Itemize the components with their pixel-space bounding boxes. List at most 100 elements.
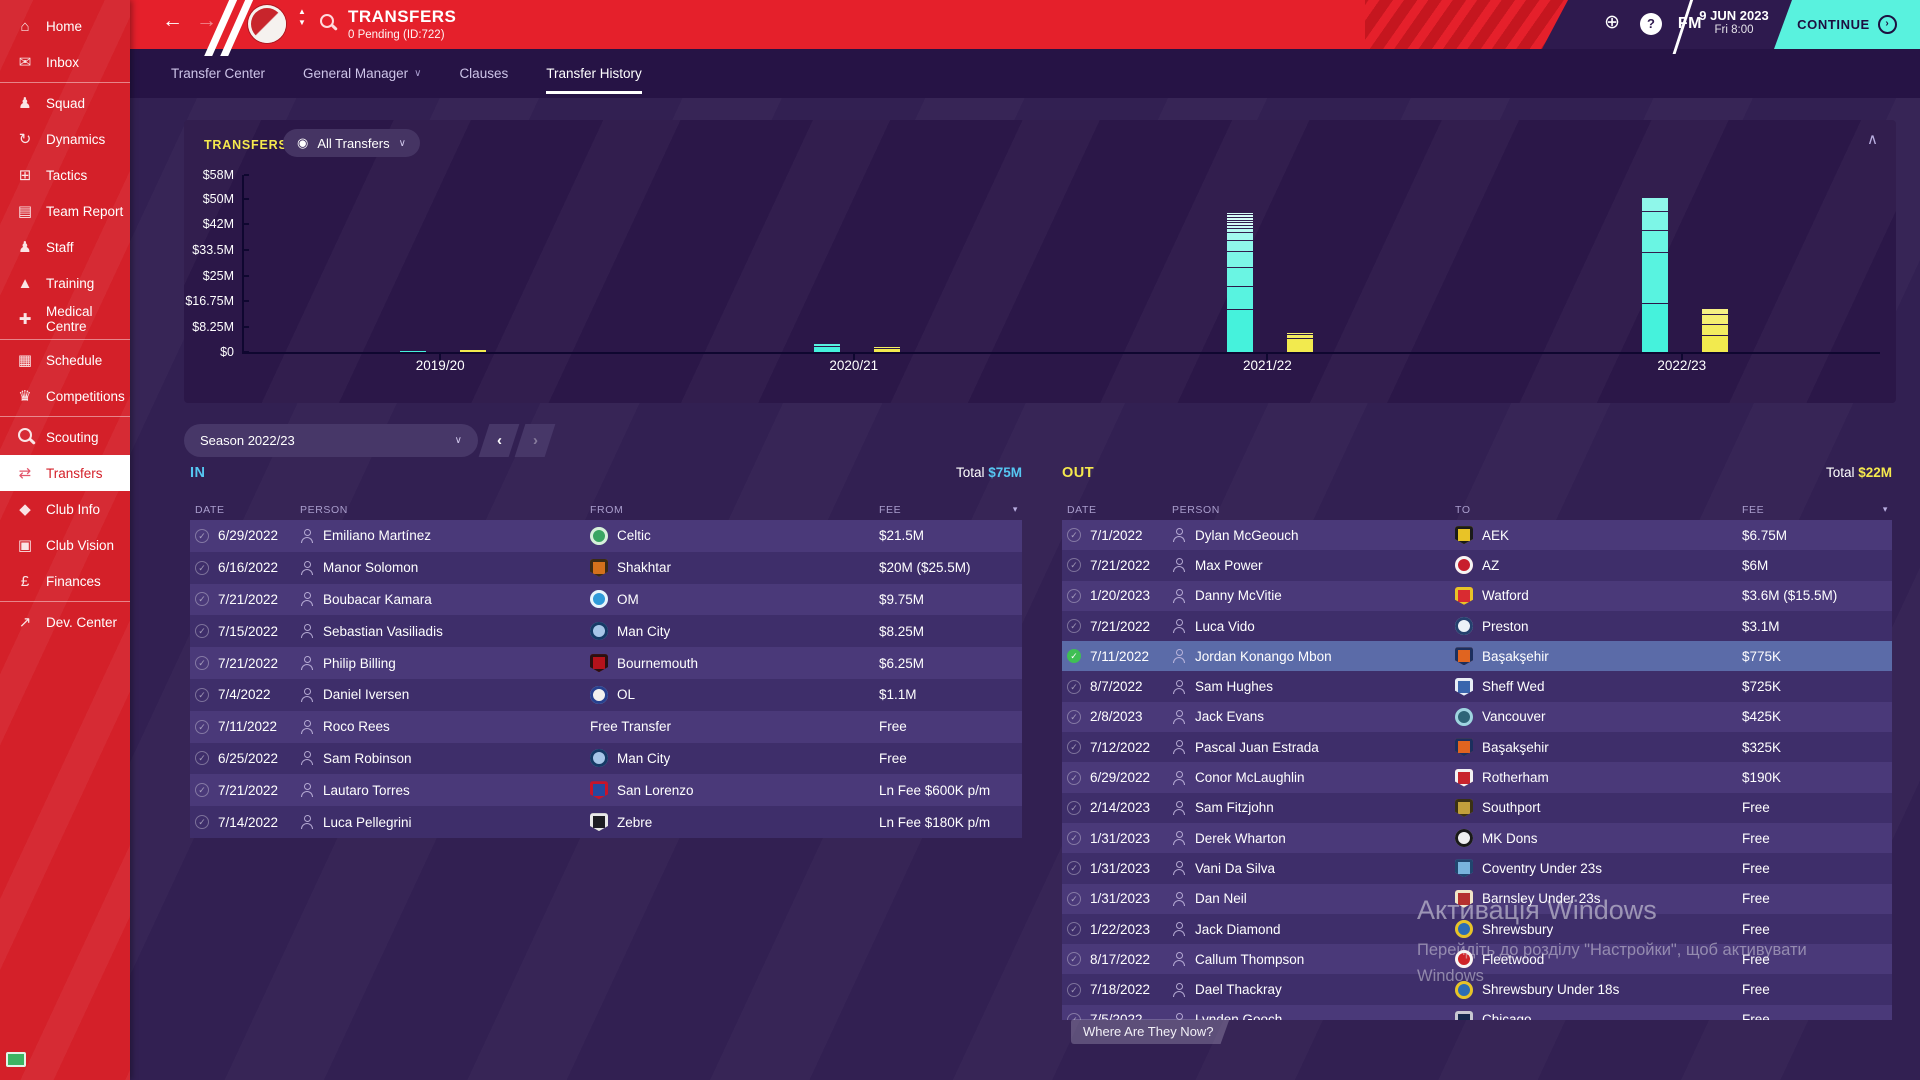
table-row[interactable]: ✓ 7/15/2022 Sebastian Vasiliadis Man City $8… (190, 615, 1022, 648)
sidebar-item-schedule[interactable]: ▦ Schedule (0, 342, 130, 378)
table-row[interactable]: ✓ 6/25/2022 Sam Robinson Man City Free (190, 742, 1022, 775)
sidebar-item-tactics[interactable]: ⊞ Tactics (0, 157, 130, 193)
sidebar-item-staff[interactable]: ♟ Staff (0, 229, 130, 265)
transfer-date: 2/14/2023 (1090, 800, 1151, 816)
club-crest-icon[interactable] (248, 5, 286, 43)
table-row[interactable]: ✓ 7/21/2022 Luca Vido Preston $3.1M (1062, 610, 1892, 642)
out-col-to[interactable]: TO (1455, 504, 1471, 516)
sidebar-item-competitions[interactable]: ♛ Competitions (0, 378, 130, 414)
out-col-fee[interactable]: FEE (1742, 504, 1765, 516)
table-row[interactable]: ✓ 2/14/2023 Sam Fitzjohn Southport Free (1062, 792, 1892, 823)
search-icon[interactable] (320, 14, 334, 33)
in-col-date[interactable]: DATE (195, 504, 225, 516)
sidebar-divider (0, 339, 130, 340)
in-col-from[interactable]: FROM (590, 504, 624, 516)
table-row[interactable]: ✓ 2/8/2023 Jack Evans Vancouver $425K (1062, 701, 1892, 733)
sidebar-item-medical-centre[interactable]: ✚ Medical Centre (0, 301, 130, 337)
cell-club: Rotherham (1455, 768, 1742, 787)
table-row[interactable]: ✓ 7/18/2022 Dael Thackray Shrewsbury Under … (1062, 974, 1892, 1005)
table-row[interactable]: ✓ 1/22/2023 Jack Diamond Shrewsbury Free (1062, 913, 1892, 945)
forward-arrow-icon[interactable]: → (196, 9, 217, 32)
table-row[interactable]: ✓ 7/4/2022 Daniel Iversen OL $1.1M (190, 678, 1022, 711)
game-date-box[interactable]: 9 JUN 2023 Fri 8:00 (1680, 0, 1788, 49)
person-name: Manor Solomon (323, 560, 419, 576)
sidebar-item-training[interactable]: ▲ Training (0, 265, 130, 301)
table-row[interactable]: ✓ 7/21/2022 Boubacar Kamara OM $9.75M (190, 583, 1022, 616)
x-axis-tick (439, 352, 442, 360)
table-row[interactable]: ✓ 1/20/2023 Danny McVitie Watford $3.6M ($15… (1062, 580, 1892, 611)
table-row[interactable]: ✓ 7/21/2022 Philip Billing Bournemouth $6.25… (190, 647, 1022, 679)
table-row[interactable]: ✓ 7/12/2022 Pascal Juan Estrada Başakşehir $… (1062, 732, 1892, 763)
cell-date: ✓ 8/17/2022 (1062, 952, 1172, 967)
table-row[interactable]: ✓ 7/14/2022 Luca Pellegrini Zebre Ln Fee $18… (190, 806, 1022, 838)
table-row[interactable]: ✓ 6/29/2022 Conor McLaughlin Rotherham $190K (1062, 762, 1892, 793)
cell-club: Bournemouth (590, 654, 879, 673)
bar-segment (1227, 215, 1254, 217)
sidebar-item-scouting[interactable]: Scouting (0, 419, 130, 455)
tab-transfer-center[interactable]: Transfer Center (171, 49, 265, 98)
club-badge-icon (590, 590, 608, 609)
filter-caret-icon[interactable]: ▾ (1882, 504, 1888, 514)
table-row[interactable]: ✓ 1/31/2023 Derek Wharton MK Dons Free (1062, 822, 1892, 854)
sidebar-item-home[interactable]: ⌂ Home (0, 8, 130, 44)
tab-transfer-history[interactable]: Transfer History (546, 49, 642, 98)
person-name: Luca Pellegrini (323, 814, 412, 830)
tab-clauses[interactable]: Clauses (459, 49, 508, 98)
cell-person: Vani Da Silva (1172, 861, 1455, 876)
sidebar-item-squad[interactable]: ♟ Squad (0, 85, 130, 121)
tab-label: Transfer Center (171, 66, 266, 81)
collapse-panel-chevron-icon[interactable]: ∧ (1867, 131, 1878, 148)
table-row[interactable]: ✓ 6/29/2022 Emiliano Martínez Celtic $21.5M (190, 520, 1022, 552)
season-dropdown[interactable]: Season 2022/23 ∨ (184, 424, 478, 457)
table-row[interactable]: ✓ 7/11/2022 Jordan Konango Mbon Başakşehir $… (1062, 641, 1892, 672)
help-icon[interactable]: ? (1640, 13, 1662, 35)
transfer-date: 7/4/2022 (218, 687, 271, 703)
sidebar-item-club-info[interactable]: ◆ Club Info (0, 491, 130, 527)
in-col-person[interactable]: PERSON (300, 504, 348, 516)
sidebar-item-team-report[interactable]: ▤ Team Report (0, 193, 130, 229)
back-arrow-icon[interactable]: ← (162, 9, 183, 32)
game-date: 9 JUN 2023 (1699, 8, 1769, 23)
cell-person: Jordan Konango Mbon (1172, 649, 1455, 664)
table-row[interactable]: ✓ 1/31/2023 Vani Da Silva Coventry Under 23… (1062, 853, 1892, 884)
club-switcher-chevrons-icon[interactable]: ▲ ▼ (298, 7, 306, 27)
out-title: OUT (1062, 465, 1095, 481)
previous-season-button[interactable]: ‹ (478, 424, 520, 457)
where-are-they-now-button[interactable]: Where Are They Now? (1071, 1019, 1230, 1044)
table-row[interactable]: ✓ 6/16/2022 Manor Solomon Shakhtar $20M ($25… (190, 551, 1022, 584)
world-globe-icon[interactable]: ⊕ (1604, 12, 1620, 33)
cell-fee: $325K (1742, 740, 1892, 755)
table-row[interactable]: ✓ 7/1/2022 Dylan McGeouch AEK $6.75M (1062, 520, 1892, 551)
table-row[interactable]: ✓ 7/11/2022 Roco Rees Free Transfer Free (190, 710, 1022, 743)
out-col-date[interactable]: DATE (1067, 504, 1097, 516)
sidebar-item-inbox[interactable]: ✉ Inbox (0, 44, 130, 80)
bar-segment (813, 344, 840, 346)
person-icon (300, 624, 314, 639)
in-col-fee[interactable]: FEE (879, 504, 902, 516)
transfers-filter-dropdown[interactable]: ◉ All Transfers ∨ (283, 129, 420, 157)
bar-segment (1701, 336, 1728, 352)
table-row[interactable]: ✓ 1/31/2023 Dan Neil Barnsley Under 23s Free (1062, 883, 1892, 914)
table-row[interactable]: ✓ 8/17/2022 Callum Thompson Fleetwood Free (1062, 944, 1892, 975)
language-indicator-icon[interactable] (6, 1052, 26, 1067)
cell-person: Emiliano Martínez (300, 528, 590, 543)
sidebar-item-dev-center[interactable]: ↗ Dev. Center (0, 604, 130, 640)
tab-general-manager[interactable]: General Manager ∨ (303, 49, 421, 98)
table-row[interactable]: ✓ 7/5/2022 Lynden Gooch Chicago Free (1062, 1004, 1892, 1020)
transfer-date: 1/22/2023 (1090, 921, 1151, 937)
next-season-button[interactable]: › (514, 424, 556, 457)
table-row[interactable]: ✓ 7/21/2022 Max Power AZ $6M (1062, 550, 1892, 581)
table-row[interactable]: ✓ 8/7/2022 Sam Hughes Sheff Wed $725K (1062, 671, 1892, 702)
transfers-in-bar (1227, 212, 1254, 352)
sidebar-item-club-vision[interactable]: ▣ Club Vision (0, 527, 130, 563)
table-row[interactable]: ✓ 7/21/2022 Lautaro Torres San Lorenzo Ln Fe… (190, 774, 1022, 807)
out-col-person[interactable]: PERSON (1172, 504, 1220, 516)
person-name: Vani Da Silva (1195, 860, 1276, 876)
completed-check-icon: ✓ (1067, 1012, 1081, 1020)
sidebar-item-dynamics[interactable]: ↻ Dynamics (0, 121, 130, 157)
continue-button[interactable]: CONTINUE › (1774, 0, 1920, 49)
cell-club: Shakhtar (590, 558, 879, 577)
filter-caret-icon[interactable]: ▾ (1012, 504, 1018, 514)
sidebar-item-transfers[interactable]: ⇄ Transfers (0, 455, 130, 491)
sidebar-item-finances[interactable]: £ Finances (0, 563, 130, 599)
